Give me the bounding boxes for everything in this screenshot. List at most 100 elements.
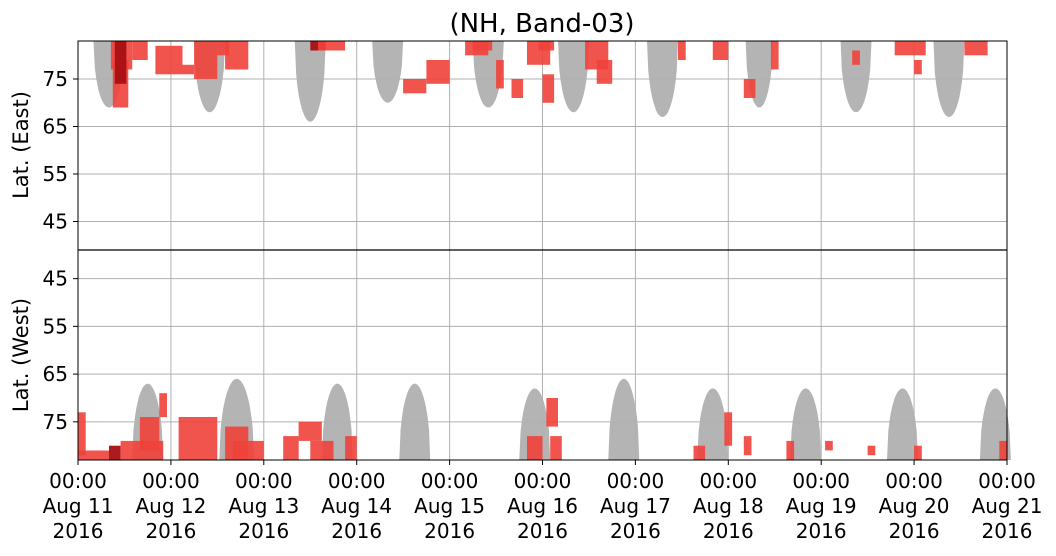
echo-patch	[546, 398, 558, 427]
y-tick-label: 75	[43, 410, 68, 434]
y-tick-label: 45	[43, 267, 68, 291]
echo-patch	[283, 436, 299, 460]
x-tick-label: 00:00	[142, 469, 200, 493]
x-tick-label: Aug 20	[879, 494, 950, 518]
chart-title: (NH, Band-03)	[449, 9, 634, 39]
frame-layer	[73, 40, 1008, 465]
echo-patch	[225, 41, 249, 70]
echo-patch	[825, 440, 833, 451]
x-tick-label: Aug 15	[414, 494, 485, 518]
y-tick-label: 75	[43, 67, 68, 91]
echo-patch	[310, 440, 334, 460]
x-tick-label: 2016	[517, 519, 568, 543]
echo-patch	[786, 440, 795, 460]
echo-patch	[155, 45, 183, 75]
echo-patch	[139, 417, 160, 451]
x-tick-label: 2016	[145, 519, 196, 543]
echo-patch	[232, 440, 264, 460]
echo-patch	[770, 41, 779, 70]
x-tick-label: 00:00	[607, 469, 665, 493]
echo-patch	[743, 79, 756, 98]
x-tick-label: 2016	[796, 519, 847, 543]
strong-echo-patch	[109, 445, 121, 460]
y-axis-label-west: Lat. (West)	[9, 298, 33, 412]
echo-patch	[964, 41, 988, 56]
echo-patch	[743, 436, 752, 456]
x-tick-label: Aug 14	[321, 494, 392, 518]
echo-patch	[538, 41, 555, 51]
x-tick-label: 2016	[331, 519, 382, 543]
y-tick-label: 55	[43, 162, 68, 186]
x-tick-label: Aug 21	[972, 494, 1043, 518]
y-tick-label: 65	[43, 362, 68, 386]
x-tick-label: 2016	[424, 519, 475, 543]
echo-patch	[550, 436, 562, 460]
echo-patch	[403, 79, 427, 94]
echo-patch	[78, 412, 86, 456]
no-coverage-region	[294, 41, 326, 122]
y-tick-label: 65	[43, 115, 68, 139]
echo-patch	[298, 421, 322, 441]
no-coverage-region	[840, 41, 872, 113]
no-coverage-region	[697, 388, 729, 460]
x-tick-label: 2016	[703, 519, 754, 543]
y-tick-label: 55	[43, 314, 68, 338]
echo-patch	[914, 60, 922, 75]
x-tick-label: Aug 13	[228, 494, 299, 518]
echo-patch	[217, 41, 229, 56]
echo-patch	[542, 74, 555, 103]
echo-patch	[894, 41, 926, 56]
x-tick-label: 00:00	[421, 469, 479, 493]
echo-patch	[318, 41, 346, 51]
echo-patch	[712, 41, 729, 60]
echo-layer	[78, 41, 1007, 460]
x-tick-label: 00:00	[49, 469, 107, 493]
echo-patch	[496, 60, 504, 89]
x-tick-label: Aug 11	[43, 494, 114, 518]
echo-patch	[132, 41, 148, 60]
echo-patch	[178, 417, 218, 460]
x-tick-label: 00:00	[514, 469, 572, 493]
strong-echo-patch	[114, 41, 127, 84]
x-tick-label: 00:00	[885, 469, 943, 493]
x-tick-label: Aug 19	[786, 494, 857, 518]
no-coverage-region	[372, 41, 404, 103]
x-tick-label: 2016	[889, 519, 940, 543]
x-tick-label: 2016	[982, 519, 1033, 543]
echo-patch	[914, 445, 922, 460]
no-coverage-region	[472, 41, 504, 108]
x-tick-label: 2016	[238, 519, 289, 543]
echo-patch	[724, 412, 733, 446]
echo-patch	[426, 60, 450, 84]
echo-patch	[511, 79, 524, 98]
x-tick-label: Aug 16	[507, 494, 578, 518]
y-axis-label-east: Lat. (East)	[9, 91, 33, 199]
echo-patch	[596, 60, 613, 84]
x-tick-label: 2016	[610, 519, 661, 543]
echo-patch	[527, 436, 543, 460]
x-tick-label: 00:00	[328, 469, 386, 493]
x-tick-label: 00:00	[792, 469, 850, 493]
no-coverage-region	[790, 388, 822, 460]
echo-patch	[159, 393, 167, 418]
echo-patch	[678, 41, 686, 60]
echo-patch	[999, 440, 1007, 460]
echo-patch	[472, 41, 493, 51]
echo-patch	[78, 450, 109, 460]
echo-patch	[345, 436, 357, 460]
x-tick-label: Aug 12	[135, 494, 206, 518]
x-tick-label: 00:00	[699, 469, 757, 493]
echo-patch	[693, 445, 706, 460]
x-tick-label: Aug 18	[693, 494, 764, 518]
echo-patch	[182, 64, 195, 75]
no-coverage-region	[887, 388, 918, 460]
x-tick-label: 00:00	[235, 469, 293, 493]
echo-patch	[194, 41, 218, 79]
echo-patch	[867, 445, 876, 456]
echo-patch	[852, 50, 860, 65]
no-coverage-region	[558, 41, 589, 113]
x-tick-label: 00:00	[978, 469, 1036, 493]
x-tick-label: 2016	[53, 519, 104, 543]
